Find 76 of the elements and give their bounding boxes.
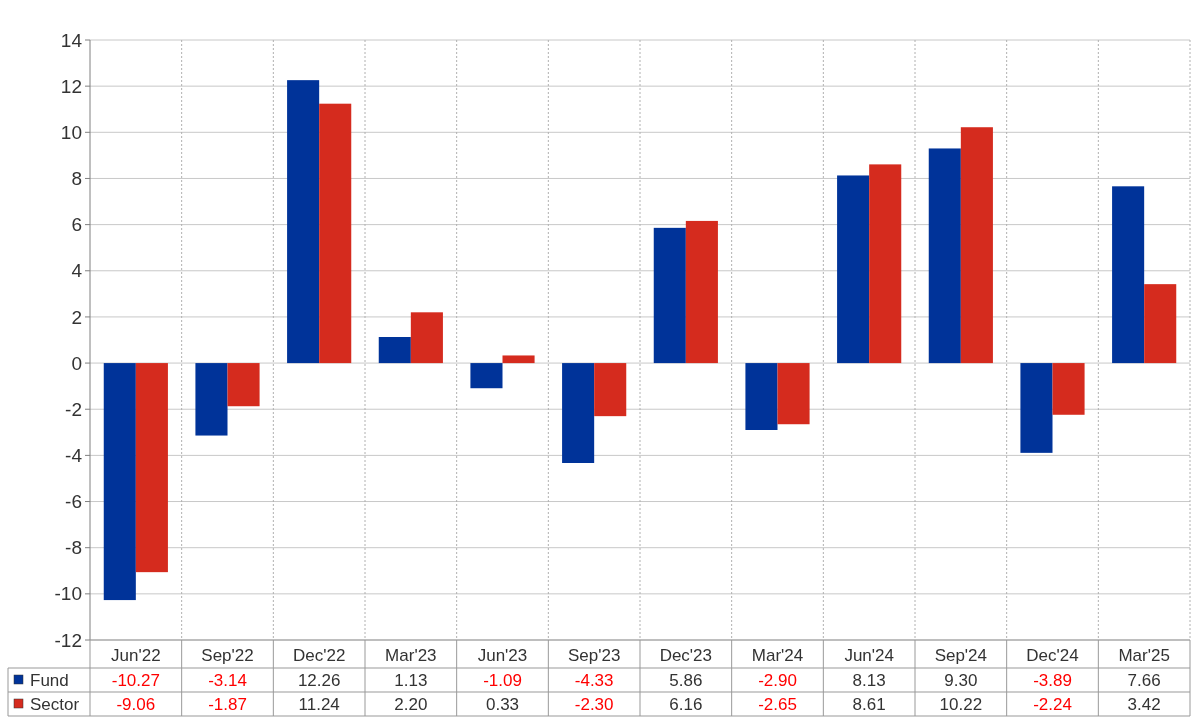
y-tick-label: 6 <box>71 214 82 236</box>
data-label: 0.33 <box>485 694 520 714</box>
y-tick-label: -2 <box>65 398 82 420</box>
y-tick-label: 2 <box>71 306 82 328</box>
bar <box>502 355 535 364</box>
y-tick-label: 14 <box>60 29 83 51</box>
y-tick-label: 4 <box>71 260 83 282</box>
x-tick-label: Jun'23 <box>477 645 528 665</box>
bar <box>1112 186 1145 364</box>
data-label: -1.09 <box>483 670 522 690</box>
bar <box>594 363 627 417</box>
data-label: 7.66 <box>1127 670 1161 690</box>
bar <box>960 127 993 364</box>
data-label: 3.42 <box>1127 694 1161 714</box>
x-tick-label: Dec'24 <box>1026 645 1079 665</box>
data-label: 11.24 <box>298 694 340 714</box>
bar <box>685 220 718 364</box>
y-tick-label: 0 <box>71 352 82 374</box>
bar <box>195 363 228 436</box>
data-label: 6.16 <box>669 694 703 714</box>
x-tick-label: Sep'23 <box>567 645 621 665</box>
bar <box>1052 363 1085 415</box>
data-label: -10.27 <box>111 670 160 690</box>
bar <box>287 80 320 364</box>
bar <box>837 175 870 364</box>
legend-label: Sector <box>30 694 80 714</box>
bar <box>470 363 503 389</box>
bar <box>319 103 352 364</box>
data-label: 8.13 <box>852 670 886 690</box>
data-label: -2.65 <box>758 694 797 714</box>
bar <box>777 363 810 425</box>
data-label: 8.61 <box>852 694 886 714</box>
data-label: -2.90 <box>758 670 797 690</box>
bar <box>653 227 686 364</box>
y-tick-label: 12 <box>60 75 82 97</box>
bar <box>378 337 411 364</box>
bar <box>103 363 136 601</box>
bar <box>135 363 168 573</box>
data-label: -2.24 <box>1033 694 1072 714</box>
y-tick-label: -4 <box>65 445 83 467</box>
data-label: 2.20 <box>394 694 428 714</box>
x-tick-label: Dec'23 <box>659 645 713 665</box>
data-label: 1.13 <box>394 670 428 690</box>
bar <box>928 148 961 364</box>
legend-label: Fund <box>30 670 69 690</box>
x-tick-label: Jun'22 <box>111 645 161 665</box>
x-tick-label: Mar'25 <box>1118 645 1170 665</box>
x-tick-label: Dec'22 <box>292 645 346 665</box>
data-label: -2.30 <box>574 694 614 714</box>
data-label: -1.87 <box>208 694 247 714</box>
y-tick-label: -6 <box>65 491 82 513</box>
data-label: 10.22 <box>939 694 983 714</box>
y-tick-label: -8 <box>65 537 82 559</box>
bar <box>745 363 778 430</box>
bar <box>227 363 260 407</box>
x-tick-label: Sep'22 <box>201 645 254 665</box>
bar <box>562 363 595 463</box>
data-label: -3.89 <box>1033 670 1072 690</box>
x-tick-label: Jun'24 <box>844 645 894 665</box>
x-tick-label: Mar'23 <box>385 645 437 665</box>
y-tick-label: 8 <box>71 168 82 190</box>
y-tick-label: -12 <box>54 629 82 651</box>
data-label: 12.26 <box>297 670 341 690</box>
data-label: -9.06 <box>116 694 156 714</box>
y-tick-label: 10 <box>60 121 82 143</box>
bar <box>410 312 443 364</box>
x-tick-label: Mar'24 <box>751 645 804 665</box>
bar <box>869 164 902 364</box>
bar <box>1020 363 1053 453</box>
data-label: -3.14 <box>208 670 247 690</box>
data-label: 9.30 <box>944 670 978 690</box>
x-tick-label: Sep'24 <box>934 645 988 665</box>
y-tick-label: -10 <box>54 583 82 605</box>
bar <box>1144 284 1177 364</box>
data-label: -4.33 <box>574 670 614 690</box>
data-label: 5.86 <box>669 670 703 690</box>
